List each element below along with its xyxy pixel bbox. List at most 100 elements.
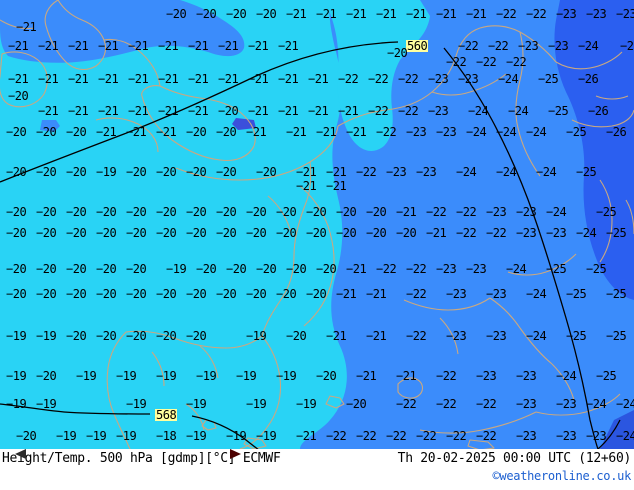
temperature-label: −21 xyxy=(98,104,119,118)
temperature-label: −20 xyxy=(16,429,37,443)
temperature-label: −24 xyxy=(468,104,489,118)
temperature-label: −23 xyxy=(586,7,607,21)
temperature-label: −20 xyxy=(8,89,29,103)
temperature-label: −24 xyxy=(496,165,517,179)
temperature-label: −25 xyxy=(596,369,617,383)
temperature-label: −20 xyxy=(126,226,147,240)
temperature-label: −19 xyxy=(86,429,107,443)
temperature-label: −20 xyxy=(36,287,57,301)
temperature-label: −20 xyxy=(336,226,357,240)
temperature-label: −21 xyxy=(38,104,59,118)
temperature-label: −20 xyxy=(66,125,87,139)
temperature-label: −23 xyxy=(546,226,567,240)
temperature-label: −23 xyxy=(616,7,634,21)
temperature-label: −22 xyxy=(338,72,359,86)
temperature-label: −19 xyxy=(36,329,57,343)
temperature-label: −20 xyxy=(216,125,237,139)
temperature-label: −21 xyxy=(128,39,149,53)
temperature-label: −20 xyxy=(196,7,217,21)
temperature-label: −21 xyxy=(278,39,299,53)
temperature-label: −20 xyxy=(366,226,387,240)
temperature-label: −21 xyxy=(286,7,307,21)
temperature-label: −21 xyxy=(156,125,177,139)
temperature-label: −23 xyxy=(516,226,537,240)
temperature-label: −25 xyxy=(596,205,617,219)
temperature-label: −21 xyxy=(346,262,367,276)
temperature-label: −25 xyxy=(566,125,587,139)
temperature-label: −25 xyxy=(546,262,567,276)
temperature-label: −20 xyxy=(126,262,147,276)
temperature-label: −23 xyxy=(516,429,537,443)
temperature-label: −22 xyxy=(376,262,397,276)
temperature-label: −22 xyxy=(446,55,467,69)
temperature-label: −20 xyxy=(156,226,177,240)
temperature-label: −22 xyxy=(368,104,389,118)
temperature-label: −20 xyxy=(216,165,237,179)
temperature-label: −21 xyxy=(278,104,299,118)
temperature-label: −21 xyxy=(346,125,367,139)
temperature-label: −20 xyxy=(246,287,267,301)
temperature-label: −20 xyxy=(6,165,27,179)
temperature-label: −20 xyxy=(346,397,367,411)
temperature-label: −19 xyxy=(56,429,77,443)
temperature-label: −21 xyxy=(436,7,457,21)
temperature-label: −24 xyxy=(586,397,607,411)
temperature-label: −20 xyxy=(387,46,408,60)
temperature-label: −21 xyxy=(68,104,89,118)
temperature-label: −20 xyxy=(218,104,239,118)
temperature-label: −19 xyxy=(116,429,137,443)
temperature-label: −20 xyxy=(256,165,277,179)
temperature-label: −25 xyxy=(606,329,627,343)
temperature-label: −20 xyxy=(216,287,237,301)
temperature-label: −20 xyxy=(96,329,117,343)
temperature-label: −21 xyxy=(326,165,347,179)
temperature-label: −21 xyxy=(406,7,427,21)
temperature-label: −22 xyxy=(376,125,397,139)
temperature-label: −25 xyxy=(566,329,587,343)
temperature-label: −24 xyxy=(546,205,567,219)
temperature-label: −21 xyxy=(126,125,147,139)
temperature-label: −20 xyxy=(286,329,307,343)
temperature-label: −19 xyxy=(96,165,117,179)
temperature-label: −21 xyxy=(16,20,37,34)
temperature-label: −20 xyxy=(286,262,307,276)
temperature-label: −24 xyxy=(456,165,477,179)
temperature-label: −20 xyxy=(186,226,207,240)
forecast-valid-time: Th 20-02-2025 00:00 UTC (12+60) xyxy=(397,451,632,466)
temp-blotch-left xyxy=(40,120,60,132)
temperature-label: −20 xyxy=(366,205,387,219)
temperature-label: −18 xyxy=(156,429,177,443)
temp-blotch-wales xyxy=(232,118,256,130)
temperature-label: −23 xyxy=(428,72,449,86)
temperature-label: −21 xyxy=(346,7,367,21)
temperature-label: −20 xyxy=(156,165,177,179)
temperature-label: −26 xyxy=(588,104,609,118)
temperature-label: −20 xyxy=(126,329,147,343)
temperature-label: −21 xyxy=(128,72,149,86)
temperature-label: −21 xyxy=(338,104,359,118)
temperature-label: −22 xyxy=(398,104,419,118)
temperature-label: −19 xyxy=(76,369,97,383)
temperature-label: −21 xyxy=(466,7,487,21)
product-title: Height/Temp. 500 hPa [gdmp][°C] ECMWF xyxy=(2,451,281,466)
temperature-label: −22 xyxy=(396,397,417,411)
temperature-label: −19 xyxy=(276,369,297,383)
temperature-label: −21 xyxy=(296,179,317,193)
temperature-label: −22 xyxy=(416,429,437,443)
temperature-label: −22 xyxy=(406,262,427,276)
temperature-label: −21 xyxy=(218,72,239,86)
temperature-label: −21 xyxy=(38,72,59,86)
temperature-label: −24 xyxy=(616,397,634,411)
temperature-label: −25 xyxy=(576,165,597,179)
temperature-label: −24 xyxy=(496,125,517,139)
temperature-label: −23 xyxy=(486,205,507,219)
temperature-label: −21 xyxy=(248,39,269,53)
temperature-label: −20 xyxy=(36,125,57,139)
temperature-label: −21 xyxy=(326,179,347,193)
temperature-label: −20 xyxy=(186,287,207,301)
cyan-tongue-north xyxy=(300,0,430,151)
temperature-label: −20 xyxy=(36,369,57,383)
map-canvas[interactable]: 560 568 −20 −20 −20 −20 −21 −21 −21 −21 −21 −21 −2… xyxy=(0,0,634,449)
temperature-label: −22 xyxy=(456,205,477,219)
temperature-label: −22 xyxy=(526,7,547,21)
